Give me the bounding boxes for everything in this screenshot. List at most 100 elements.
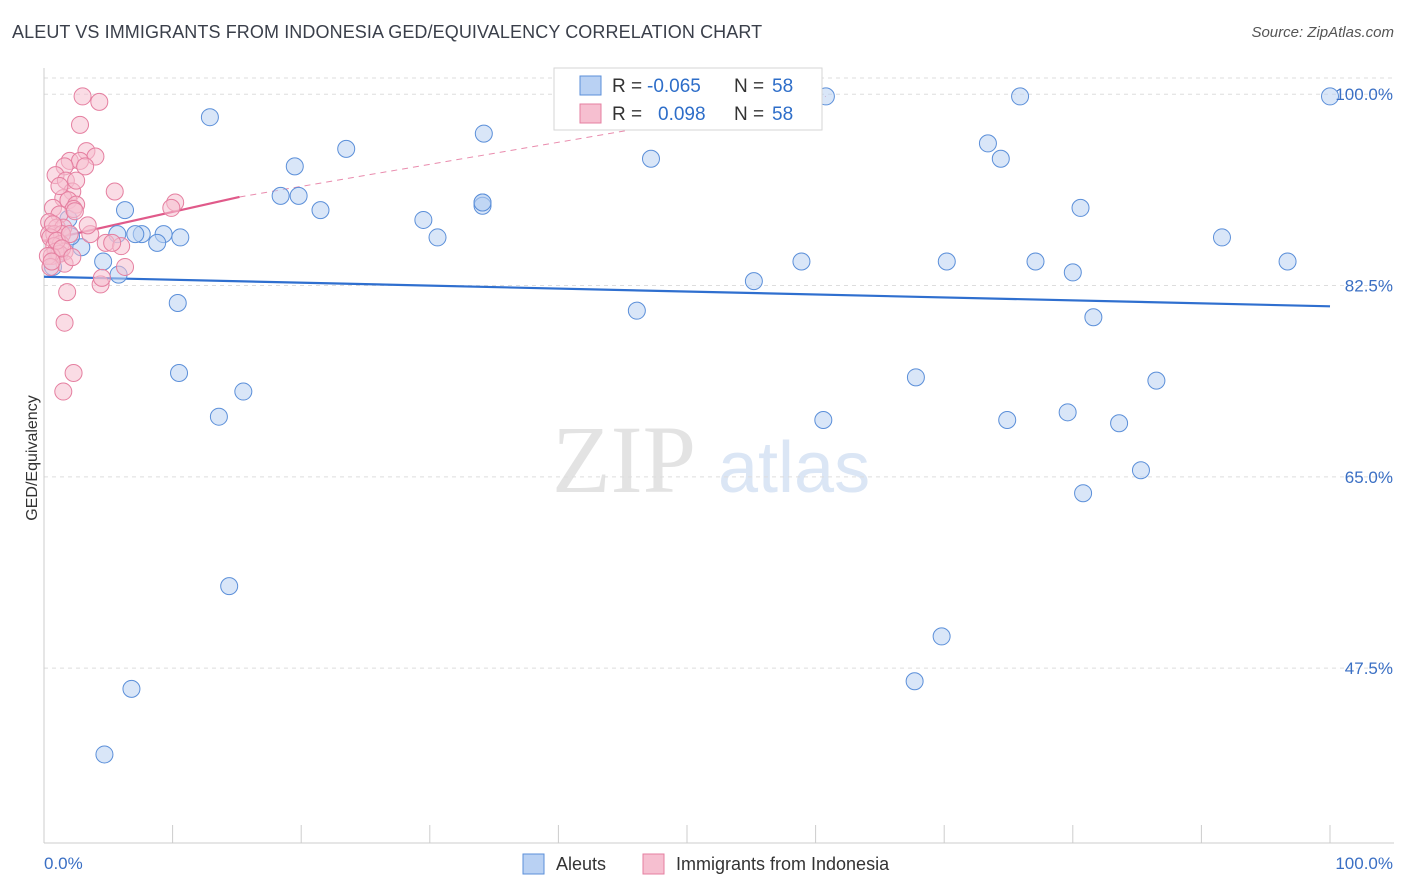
- aleut-point-4: [116, 201, 135, 220]
- y-tick-label-1: 65.0%: [1345, 468, 1393, 487]
- indonesia-point-45: [67, 171, 86, 190]
- axes: [43, 68, 1394, 844]
- aleut-point-32: [474, 124, 493, 143]
- aleut-point-23: [289, 186, 308, 205]
- aleut-point-28: [428, 228, 447, 247]
- bottom-legend-swatch-indonesia: [642, 853, 665, 875]
- aleut-point-53: [1110, 414, 1129, 433]
- aleut-point-24: [311, 201, 330, 220]
- aleut-point-45: [998, 410, 1017, 429]
- aleut-trend-line: [43, 275, 1331, 308]
- aleut-point-2: [94, 252, 113, 271]
- indonesia-point-50: [60, 225, 79, 244]
- tick-labels: 47.5% 65.0% 82.5% 100.0% 0.0% 100.0%: [44, 85, 1393, 873]
- y-tick-label-2: 82.5%: [1345, 277, 1393, 296]
- aleut-point-16: [200, 108, 219, 127]
- aleut-point-48: [1063, 263, 1082, 282]
- aleut-point-40: [906, 368, 925, 387]
- x-tick-label-0: 0.0%: [44, 854, 83, 873]
- indonesia-point-48: [44, 215, 63, 234]
- aleut-point-33: [627, 301, 646, 320]
- y-tick-label-3: 100.0%: [1335, 85, 1393, 104]
- aleut-point-0: [95, 745, 114, 764]
- aleut-point-37: [814, 410, 833, 429]
- indonesia-point-46: [76, 157, 95, 176]
- bottom-legend-swatch-aleuts: [522, 853, 545, 875]
- grid-lines: [44, 77, 1394, 669]
- aleut-point-52: [1084, 308, 1103, 327]
- aleut-point-20: [234, 382, 253, 401]
- aleut-point-50: [1074, 484, 1093, 503]
- chart-title: ALEUT VS IMMIGRANTS FROM INDONESIA GED/E…: [12, 22, 763, 42]
- aleut-point-31: [473, 193, 492, 212]
- y-axis-title: GED/Equivalency: [24, 395, 41, 520]
- indonesia-point-47: [50, 177, 69, 196]
- indonesia-point-41: [54, 382, 73, 401]
- x-tick-label-1: 100.0%: [1335, 854, 1393, 873]
- y-tick-label-0: 47.5%: [1345, 659, 1393, 678]
- indonesia-point-2: [71, 115, 90, 134]
- legend-n-value-1: 58: [772, 76, 793, 97]
- indonesia-point-53: [42, 252, 61, 271]
- legend-r-label-1: R =: [612, 76, 642, 97]
- aleut-point-19: [209, 407, 228, 426]
- legend-swatch-indonesia: [579, 103, 602, 124]
- aleut-point-25: [337, 139, 356, 158]
- aleut-point-10: [171, 228, 190, 247]
- legend-r-label-2: R =: [612, 104, 642, 125]
- legend-n-label-1: N =: [734, 76, 764, 97]
- legend-r-value-1: -0.065: [647, 76, 701, 97]
- aleut-point-1: [122, 679, 141, 698]
- aleut-point-9: [148, 233, 167, 252]
- indonesia-point-0: [73, 87, 92, 106]
- indonesia-point-1: [90, 92, 109, 111]
- indonesia-point-43: [162, 198, 181, 217]
- aleut-point-39: [937, 252, 956, 271]
- watermark-zip: ZIP: [552, 406, 696, 513]
- bottom-legend-aleuts: Aleuts: [556, 854, 606, 874]
- aleut-point-21: [220, 577, 239, 596]
- aleut-point-36: [792, 252, 811, 271]
- aleut-point-41: [905, 672, 924, 691]
- aleut-point-7: [126, 225, 145, 244]
- legend-box: R = -0.065 N = 58 R = 0.098 N = 58: [553, 67, 823, 131]
- aleut-point-22: [285, 157, 304, 176]
- aleut-point-42: [932, 627, 951, 646]
- aleut-point-17: [168, 294, 187, 313]
- indonesia-point-40: [64, 363, 83, 382]
- indonesia-point-39: [55, 313, 74, 332]
- aleut-point-58: [1321, 87, 1339, 106]
- aleut-point-18: [170, 363, 189, 382]
- aleut-point-43: [978, 134, 997, 153]
- source-label: Source: ZipAtlas.com: [1251, 24, 1394, 41]
- aleut-point-44: [991, 149, 1010, 168]
- aleut-point-46: [1011, 87, 1030, 106]
- indonesia-point-54: [63, 248, 82, 267]
- indonesia-point-12: [105, 182, 124, 201]
- indonesia-point-55: [92, 268, 111, 287]
- indonesia-point-56: [65, 202, 84, 221]
- aleut-point-51: [1071, 198, 1090, 217]
- legend-swatch-aleuts: [579, 75, 602, 96]
- watermark-atlas: atlas: [718, 428, 870, 508]
- aleut-point-35: [744, 272, 763, 291]
- aleut-point-54: [1131, 461, 1150, 480]
- aleut-point-47: [1026, 252, 1045, 271]
- legend-r-value-2: 0.098: [658, 104, 706, 125]
- aleut-point-34: [641, 149, 660, 168]
- aleut-point-49: [1058, 403, 1077, 422]
- indonesia-point-51: [103, 233, 122, 252]
- bottom-legend: Aleuts Immigrants from Indonesia: [522, 853, 890, 875]
- legend-n-label-2: N =: [734, 104, 764, 125]
- aleut-point-26: [271, 186, 290, 205]
- aleut-point-57: [1278, 252, 1297, 271]
- indonesia-point-36: [116, 257, 135, 276]
- indonesia-point-38: [58, 283, 77, 302]
- aleut-point-55: [1147, 371, 1166, 390]
- indonesia-point-57: [78, 216, 97, 235]
- aleut-point-27: [414, 210, 433, 229]
- legend-n-value-2: 58: [772, 104, 793, 125]
- aleut-point-56: [1212, 228, 1231, 247]
- bottom-legend-indonesia: Immigrants from Indonesia: [676, 854, 890, 874]
